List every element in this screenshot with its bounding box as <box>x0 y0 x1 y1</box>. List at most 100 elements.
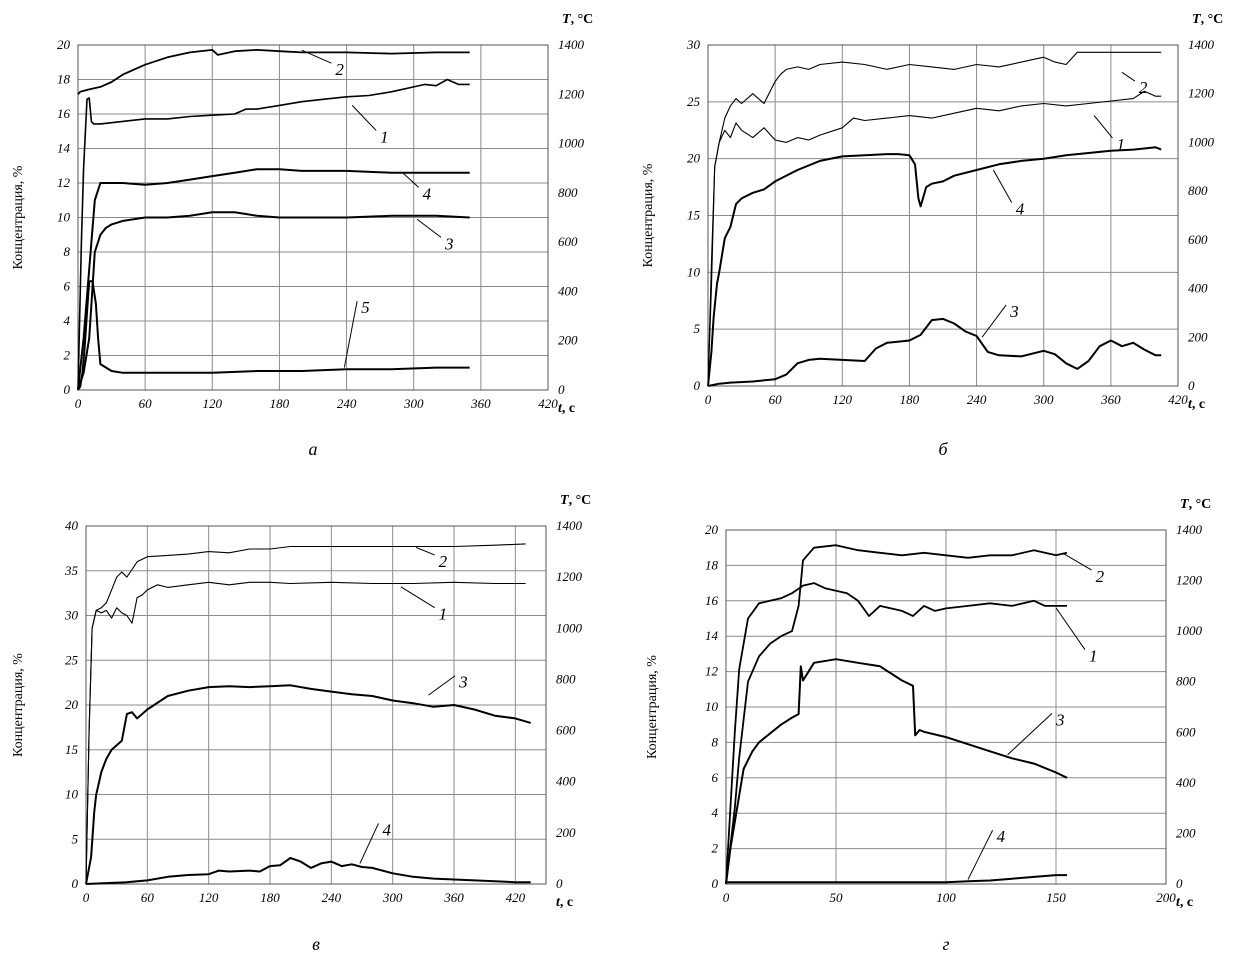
curve-number-label: 3 <box>1055 710 1065 729</box>
series-line-3 <box>77 211 470 391</box>
annotation-leader <box>351 105 377 131</box>
y2-axis-symbol: T <box>1192 12 1202 27</box>
y-tick-label: 40 <box>65 518 79 533</box>
x-tick-label: 50 <box>830 890 844 905</box>
y-tick-label: 16 <box>705 593 719 608</box>
y-tick-label: 10 <box>687 264 701 279</box>
y2-tick-label: 1200 <box>558 86 585 101</box>
y2-axis-symbol: T <box>560 493 570 508</box>
x-tick-label: 240 <box>322 890 342 905</box>
y-tick-label: 18 <box>57 72 71 87</box>
x-tick-label: 420 <box>506 890 526 905</box>
x-tick-label: 0 <box>83 890 90 905</box>
x-tick-label: 120 <box>833 392 853 407</box>
y-tick-label: 0 <box>694 378 701 393</box>
x-axis-unit: , с <box>560 895 573 910</box>
x-axis-symbol: t <box>1188 397 1193 412</box>
y-tick-label: 8 <box>712 734 719 749</box>
x-tick-label: 240 <box>337 396 357 411</box>
y-tick-label: 15 <box>65 742 79 757</box>
x-tick-label: 120 <box>203 396 223 411</box>
y2-tick-label: 200 <box>1176 825 1196 840</box>
y-tick-label: 20 <box>57 37 71 52</box>
x-axis-symbol: t <box>1176 895 1181 910</box>
y-tick-label: 30 <box>64 608 79 623</box>
y-tick-label: 0 <box>712 876 719 891</box>
curve-number-label: 5 <box>361 298 370 317</box>
y2-tick-label: 1000 <box>556 620 583 635</box>
y-axis-label: Концентрация, % <box>11 165 26 269</box>
y2-tick-label: 1000 <box>1188 134 1215 149</box>
y2-tick-label: 0 <box>558 382 565 397</box>
x-tick-label: 0 <box>723 890 730 905</box>
y2-tick-label: 1200 <box>1188 86 1215 101</box>
x-axis-unit: , с <box>1180 895 1193 910</box>
y-tick-label: 0 <box>72 876 79 891</box>
curve-number-label: 3 <box>458 673 468 692</box>
series-line-2 <box>77 49 470 95</box>
x-tick-label: 360 <box>443 890 464 905</box>
y-tick-label: 14 <box>705 628 719 643</box>
y-tick-label: 12 <box>57 175 71 190</box>
y2-tick-label: 1400 <box>558 37 585 52</box>
series-line-3 <box>85 684 531 885</box>
y-tick-label: 6 <box>64 279 71 294</box>
y-tick-label: 18 <box>705 557 719 572</box>
x-tick-label: 360 <box>1100 392 1121 407</box>
y-tick-label: 25 <box>687 94 701 109</box>
x-tick-label: 100 <box>936 890 956 905</box>
panel-caption: г <box>942 934 949 954</box>
curve-number-label: 4 <box>423 184 432 203</box>
y2-tick-label: 1000 <box>558 136 585 151</box>
annotation-leader <box>343 301 358 368</box>
plot-frame <box>707 44 1179 387</box>
y-tick-label: 14 <box>57 141 71 156</box>
x-tick-label: 180 <box>270 396 290 411</box>
curve-number-label: 4 <box>382 820 391 839</box>
annotation-leader <box>416 218 442 238</box>
y2-tick-label: 400 <box>556 774 576 789</box>
panel-caption: в <box>312 934 320 954</box>
series-line-2 <box>707 51 1162 387</box>
y-tick-label: 4 <box>712 805 719 820</box>
curve-number-label: 2 <box>335 60 344 79</box>
y2-axis-label: T, °С <box>560 493 591 508</box>
annotation-leader <box>1007 713 1053 756</box>
y-tick-label: 5 <box>72 831 79 846</box>
y2-tick-label: 1000 <box>1176 623 1203 638</box>
series-line-4 <box>726 874 1067 884</box>
curve-number-label: 1 <box>380 127 389 146</box>
curve-number-label: 2 <box>1096 567 1105 586</box>
plot-frame <box>85 525 547 885</box>
y2-tick-label: 0 <box>1176 876 1183 891</box>
y2-tick-label: 600 <box>1176 724 1196 739</box>
y-tick-label: 4 <box>64 313 71 328</box>
y2-tick-label: 600 <box>556 723 576 738</box>
y2-tick-label: 1200 <box>556 569 583 584</box>
x-axis-label: t, с <box>1188 397 1205 412</box>
y-tick-label: 30 <box>686 37 701 52</box>
curve-number-label: 2 <box>1139 78 1148 97</box>
series-line-1 <box>77 78 470 391</box>
y-tick-label: 20 <box>687 151 701 166</box>
x-tick-label: 200 <box>1156 890 1176 905</box>
y-tick-label: 15 <box>687 208 701 223</box>
curve-number-label: 2 <box>439 552 448 571</box>
y-axis-label: Концентрация, % <box>645 655 660 759</box>
y2-tick-label: 800 <box>558 185 578 200</box>
y-tick-label: 6 <box>712 770 719 785</box>
y2-tick-label: 1400 <box>1176 522 1203 537</box>
annotation-leader <box>1055 607 1086 650</box>
annotation-leader <box>981 304 1007 338</box>
y2-axis-unit: , °С <box>1201 12 1224 27</box>
curve-number-label: 1 <box>439 605 448 624</box>
y2-axis-label: T, °С <box>1192 12 1223 27</box>
y-tick-label: 12 <box>705 664 719 679</box>
x-axis-unit: , с <box>1192 397 1205 412</box>
x-tick-label: 150 <box>1046 890 1066 905</box>
annotation-leader <box>402 172 420 188</box>
y-tick-label: 2 <box>64 348 71 363</box>
